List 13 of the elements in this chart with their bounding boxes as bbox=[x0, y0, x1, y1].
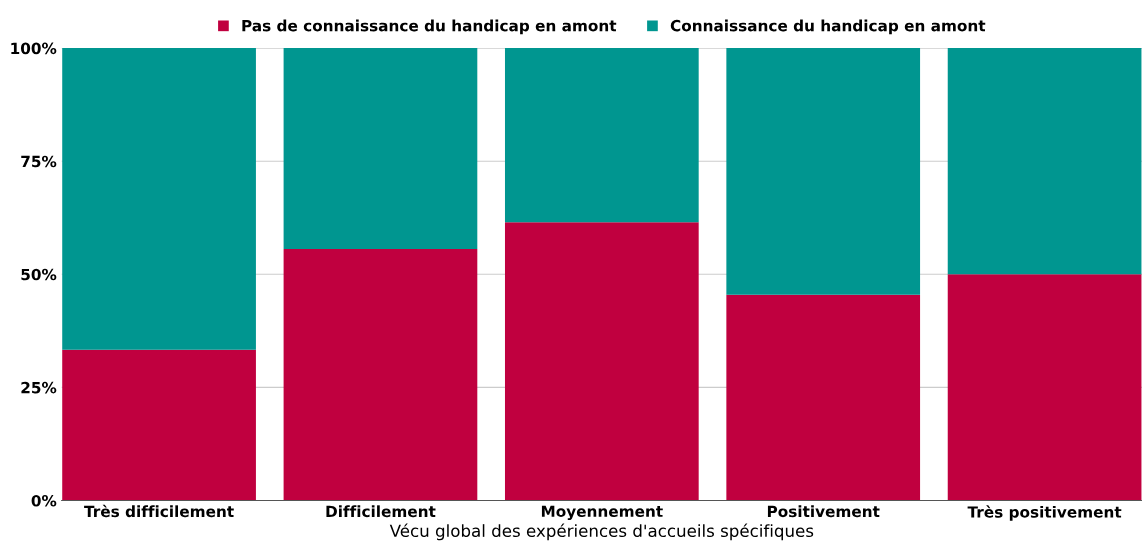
y-tick-label: 100% bbox=[11, 42, 57, 55]
x-tick-label: Très difficilement bbox=[84, 504, 234, 518]
x-axis-title: Vécu global des expériences d'accueils spécifiques bbox=[389, 523, 814, 541]
legend-label: Pas de connaissance du handicap en amont bbox=[242, 19, 617, 35]
x-tick-label: Difficilement bbox=[326, 505, 436, 518]
y-tick-label: 75% bbox=[21, 155, 57, 168]
legend-label: Connaissance du handicap en amont bbox=[670, 19, 986, 35]
y-tick-label: 0% bbox=[31, 494, 57, 507]
x-tick-label: Très positivement bbox=[967, 505, 1122, 521]
y-tick-label: 25% bbox=[21, 381, 57, 394]
x-tick-label: Moyennement bbox=[541, 505, 663, 521]
x-tick-label: Positivement bbox=[767, 505, 880, 518]
y-tick-label: 50% bbox=[21, 268, 57, 281]
